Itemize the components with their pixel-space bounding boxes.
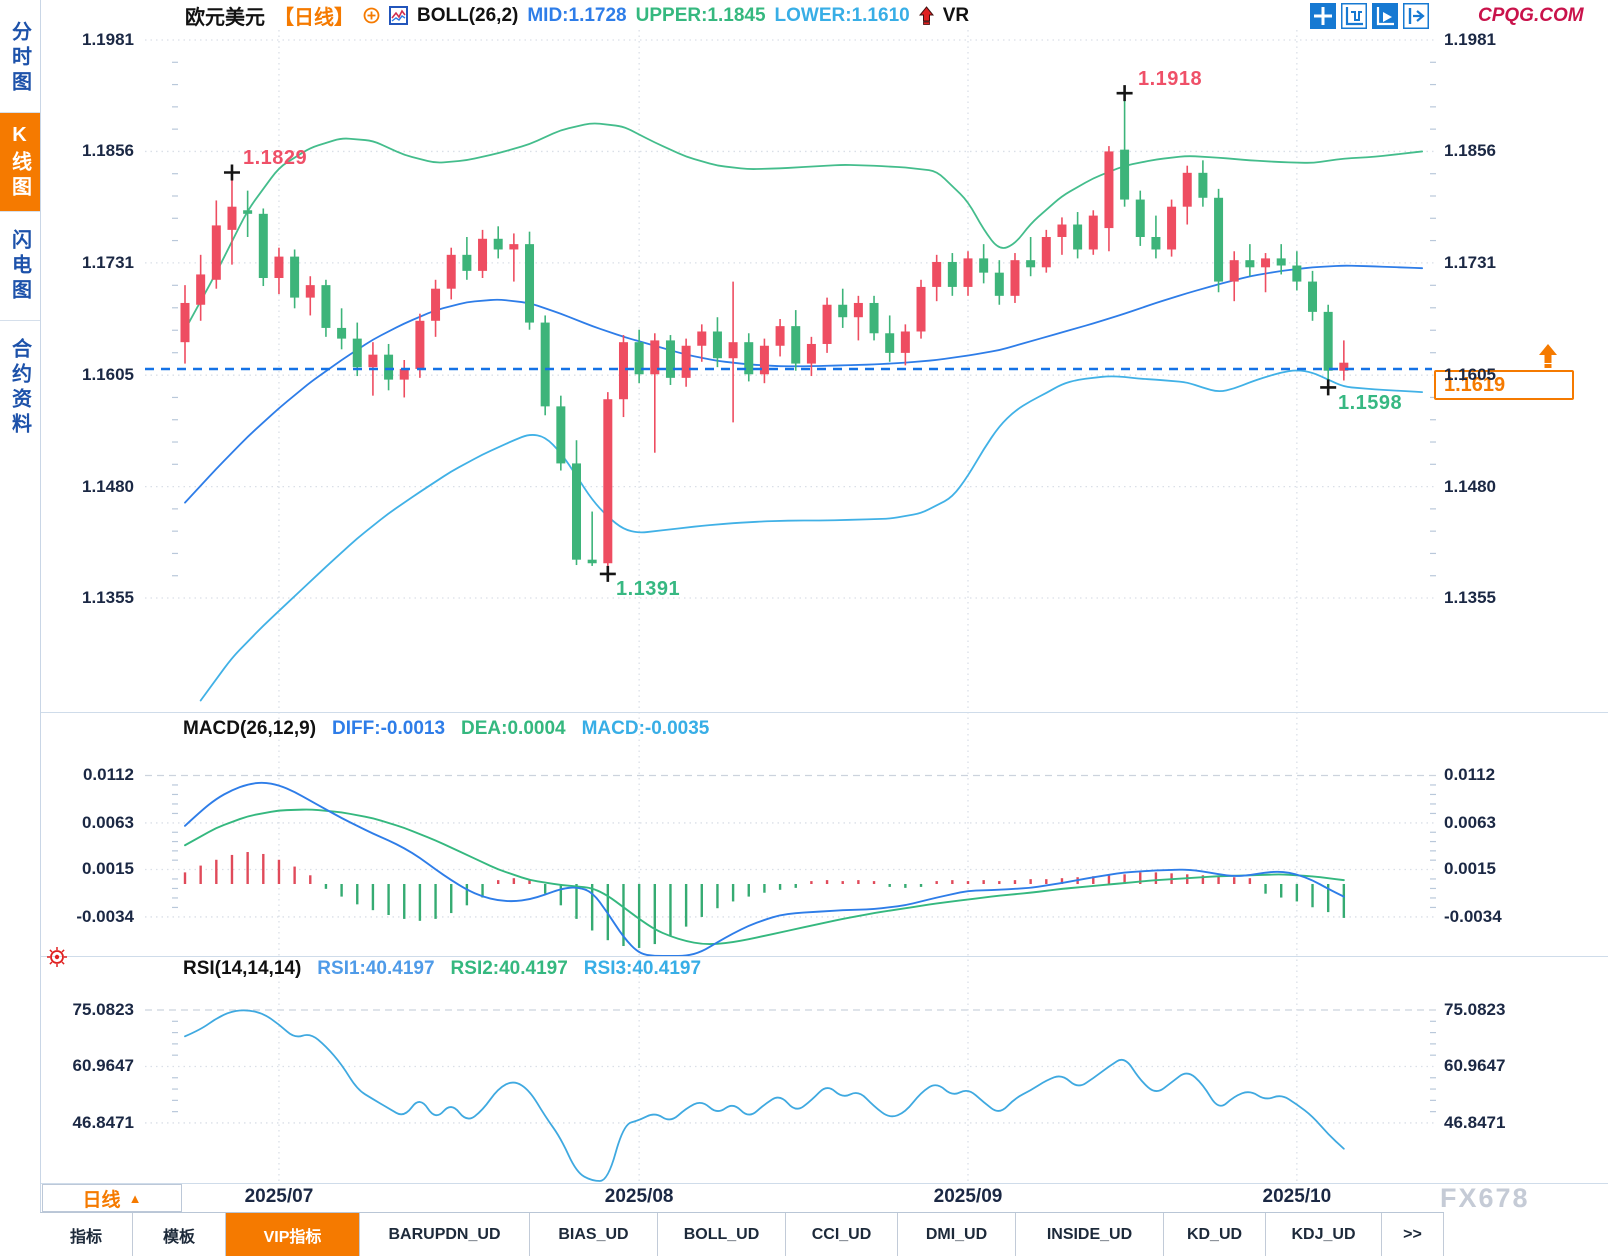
chart-toolbar	[1310, 3, 1429, 29]
tab-boll_ud[interactable]: BOLL_UD	[658, 1213, 786, 1256]
tab->>[interactable]: >>	[1382, 1213, 1444, 1256]
price-axis-label-right: 1.1731	[1444, 252, 1496, 272]
sidebar-item-contract-info[interactable]: 合约资料	[0, 321, 40, 455]
high-annotation-2: 1.1918	[1138, 68, 1203, 90]
time-axis-label: 2025/07	[244, 1186, 314, 1207]
price-axis-label-right: 1.1480	[1444, 476, 1496, 496]
time-axis-label: 2025/08	[604, 1186, 674, 1207]
current-price-box: 1.1619	[1434, 370, 1574, 400]
tab--[interactable]: 指标	[40, 1213, 133, 1256]
macd-axis-label-right: -0.0034	[1444, 906, 1502, 926]
macd-axis-label-right: 0.0015	[1444, 859, 1496, 879]
symbol-title: 欧元美元	[185, 7, 265, 29]
rsi2-value: RSI2:40.4197	[450, 958, 568, 979]
low-annotation-1: 1.1391	[616, 578, 681, 600]
sidebar-item-kline-chart[interactable]: K线图	[0, 113, 40, 212]
sidebar-item-time-chart[interactable]: 分时图	[0, 4, 40, 113]
low-annotation-2: 1.1598	[1338, 392, 1403, 414]
chevron-up-icon: ▲	[128, 1190, 142, 1206]
panel-divider	[41, 1183, 1608, 1184]
rsi-axis-label-left: 60.9647	[72, 1056, 134, 1076]
panel-divider	[41, 712, 1608, 713]
tab--[interactable]: 模板	[133, 1213, 226, 1256]
sidebar-item-label: K线图	[8, 123, 31, 201]
macd-header: MACD(26,12,9) DIFF:-0.0013 DEA:0.0004 MA…	[183, 718, 709, 740]
boll-mid-value: MID:1.1728	[527, 4, 627, 26]
pan-right-icon[interactable]	[1403, 3, 1429, 29]
rsi-axis-label-right: 60.9647	[1444, 1056, 1506, 1076]
price-up-arrow-icon	[1539, 344, 1557, 368]
boll-label: BOLL(26,2)	[417, 4, 519, 26]
chart-header: 欧元美元 【日线】 BOLL(26,2) MID:1.1728 UPPER:1.…	[185, 2, 970, 30]
boll-lower-value: LOWER:1.1610	[774, 4, 910, 26]
sidebar-item-flash-chart[interactable]: 闪电图	[0, 212, 40, 321]
sidebar-item-label: 闪电图	[8, 228, 31, 304]
tab-inside_ud[interactable]: INSIDE_UD	[1016, 1213, 1164, 1256]
rsi3-value: RSI3:40.4197	[583, 958, 702, 979]
crosshair-icon[interactable]	[1310, 3, 1336, 29]
tab-cci_ud[interactable]: CCI_UD	[786, 1213, 898, 1256]
price-axis-label-right: 1.1605	[1444, 365, 1496, 385]
macd-title: MACD(26,12,9)	[183, 718, 317, 739]
rsi-axis-label-right: 75.0823	[1444, 1000, 1506, 1019]
rsi-title: RSI(14,14,14)	[183, 958, 302, 979]
macd-dea-value: DEA:0.0004	[461, 718, 566, 739]
add-indicator-icon[interactable]	[363, 7, 380, 24]
rsi-header: RSI(14,14,14) RSI1:40.4197 RSI2:40.4197 …	[183, 958, 701, 980]
price-axis-label-left: 1.1605	[82, 365, 134, 385]
indicator-sun-icon[interactable]	[46, 946, 68, 968]
watermark: FX678	[1440, 1183, 1530, 1213]
macd-diff-value: DIFF:-0.0013	[332, 718, 446, 739]
price-axis-label-left: 1.1480	[82, 476, 134, 496]
site-logo: CPQG.COM	[1478, 5, 1584, 26]
vr-label: VR	[942, 4, 970, 26]
macd-macd-value: MACD:-0.0035	[581, 718, 710, 739]
sidebar-item-label: 合约资料	[8, 338, 31, 438]
price-axis-label-right: 1.1981	[1444, 30, 1496, 49]
period-tag: 【日线】	[274, 7, 354, 29]
indicator-tab-bar: 指标 模板 VIP指标 BARUPDN_UD BIAS_UD BOLL_UD CCI_UD D…	[40, 1212, 1444, 1256]
price-axis-label-left: 1.1856	[82, 141, 134, 161]
price-axis-label-right: 1.1856	[1444, 141, 1496, 161]
period-selector[interactable]: 日线 ▲	[42, 1184, 182, 1212]
high-annotation-1: 1.1829	[243, 147, 308, 169]
macd-axis-label-right: 0.0112	[1444, 765, 1496, 785]
macd-axis-label-left: 0.0112	[82, 765, 134, 785]
rsi-axis-label-left: 46.8471	[72, 1112, 134, 1132]
tab-vip-[interactable]: VIP指标	[226, 1213, 360, 1256]
macd-axis-label-right: 0.0063	[1444, 812, 1496, 832]
buy-signal-arrow-icon	[918, 5, 934, 25]
rsi1-value: RSI1:40.4197	[317, 958, 435, 979]
sidebar-divider	[40, 0, 41, 1256]
rsi-axis-label-right: 46.8471	[1444, 1112, 1506, 1132]
price-axis-label-left: 1.1731	[82, 252, 134, 272]
macd-axis-label-left: 0.0015	[82, 859, 134, 879]
tab-kd_ud[interactable]: KD_UD	[1164, 1213, 1266, 1256]
tab-dmi_ud[interactable]: DMI_UD	[898, 1213, 1016, 1256]
price-axis-label-left: 1.1355	[82, 588, 134, 608]
sidebar-item-label: 分时图	[8, 20, 31, 96]
zoom-axis-icon[interactable]	[1341, 3, 1367, 29]
axis-play-icon[interactable]	[1372, 3, 1398, 29]
tab-kdj_ud[interactable]: KDJ_UD	[1266, 1213, 1382, 1256]
boll-upper-value: UPPER:1.1845	[635, 4, 766, 26]
price-axis-label-left: 1.1981	[82, 30, 134, 49]
mini-chart-icon	[389, 6, 408, 25]
macd-axis-label-left: -0.0034	[76, 906, 134, 926]
period-label: 日线	[82, 1189, 121, 1211]
tab-bias_ud[interactable]: BIAS_UD	[530, 1213, 658, 1256]
price-axis-label-right: 1.1355	[1444, 588, 1496, 608]
time-axis-label: 2025/09	[933, 1186, 1003, 1207]
rsi-axis-label-left: 75.0823	[72, 1000, 134, 1019]
tab-barupdn_ud[interactable]: BARUPDN_UD	[360, 1213, 530, 1256]
macd-axis-label-left: 0.0063	[82, 812, 134, 832]
time-axis-label: 2025/10	[1262, 1186, 1332, 1207]
panel-divider	[41, 956, 1608, 957]
